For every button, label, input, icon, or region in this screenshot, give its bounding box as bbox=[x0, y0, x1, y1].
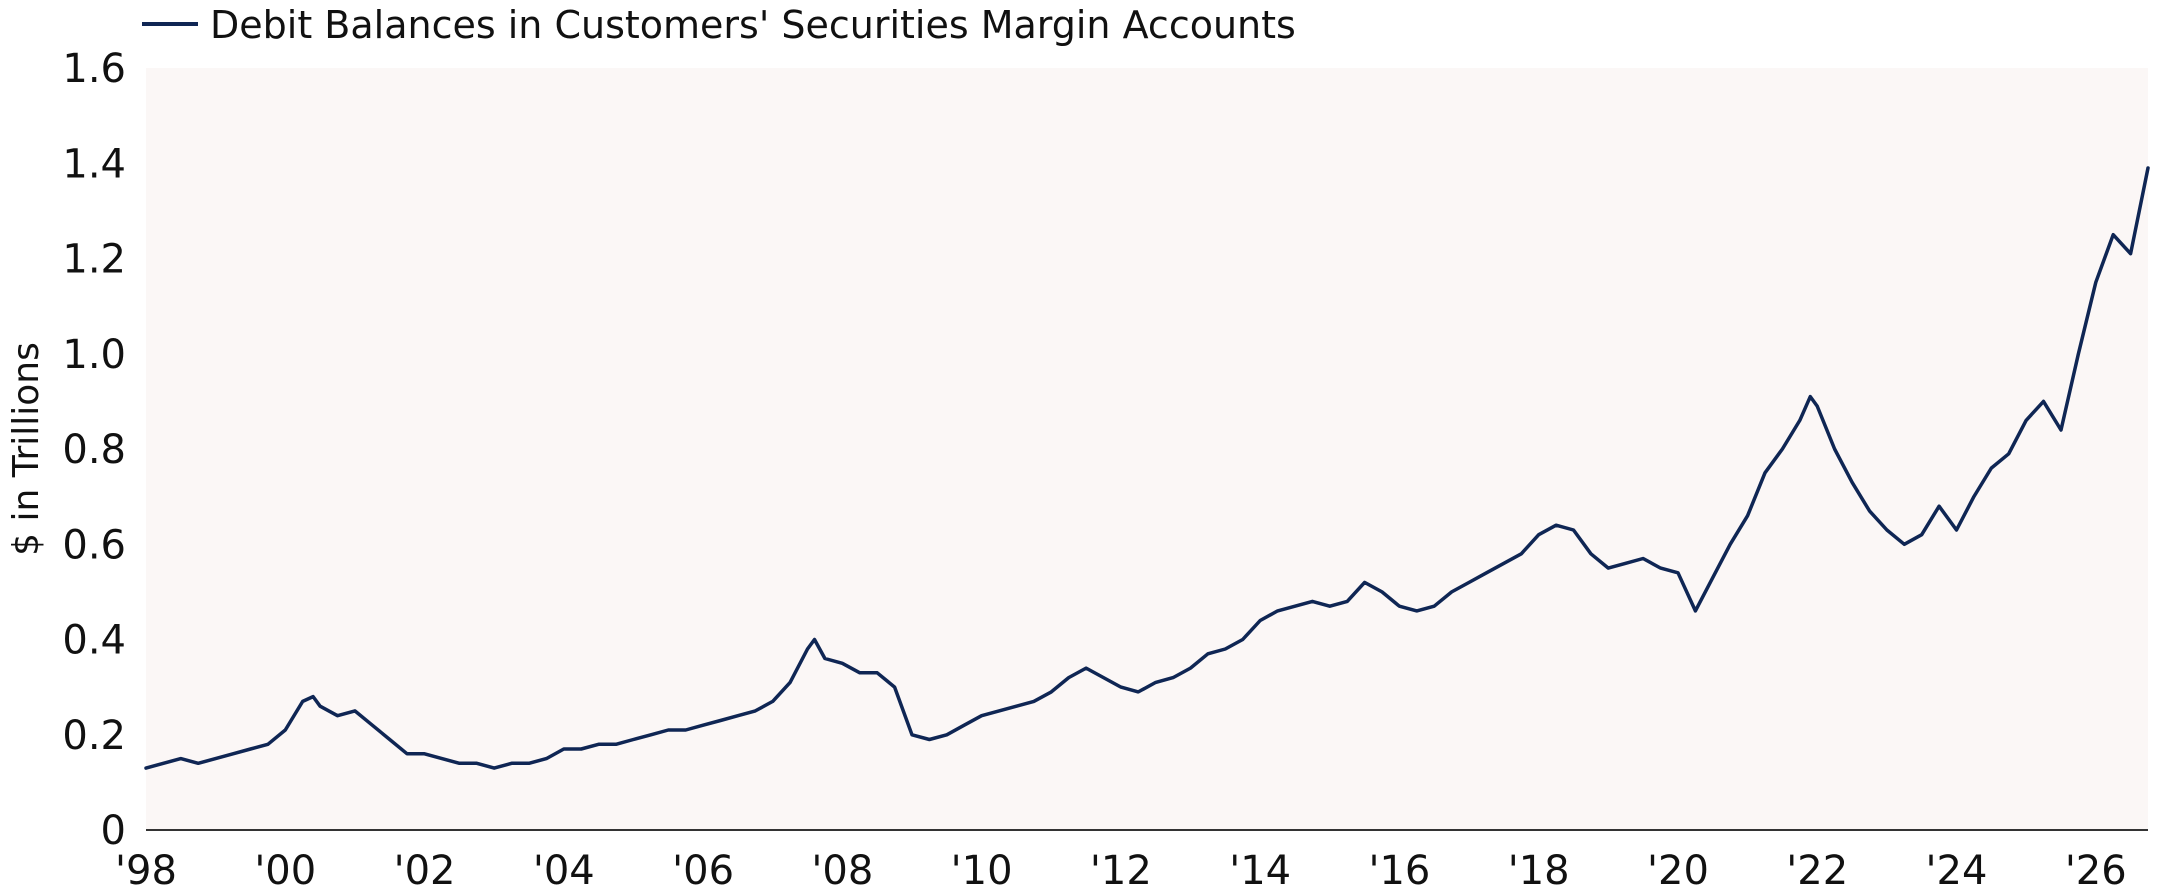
x-tick-label: '24 bbox=[1926, 848, 1988, 894]
legend-label: Debit Balances in Customers' Securities … bbox=[210, 3, 1296, 47]
y-tick-label: 0.8 bbox=[62, 427, 126, 473]
series-line bbox=[144, 166, 2150, 770]
y-tick-label: 1.4 bbox=[62, 141, 126, 187]
y-tick-label: 1.2 bbox=[62, 237, 126, 283]
x-tick-label: '08 bbox=[811, 848, 873, 894]
y-tick-label: 0.4 bbox=[62, 618, 126, 664]
y-tick-labels: 0 0.2 0.4 0.6 0.8 1.0 1.2 1.4 1.6 bbox=[62, 46, 126, 854]
x-tick-label: '16 bbox=[1368, 848, 1430, 894]
y-tick-label: 0.2 bbox=[62, 713, 126, 759]
x-tick-label: '12 bbox=[1090, 848, 1152, 894]
series-lines bbox=[144, 166, 2150, 770]
y-axis-title: $ in Trillions bbox=[6, 342, 47, 556]
x-tick-label: '04 bbox=[533, 848, 595, 894]
x-tick-label: '06 bbox=[672, 848, 734, 894]
y-tick-label: 1.0 bbox=[62, 332, 126, 378]
x-tick-label: '14 bbox=[1229, 848, 1291, 894]
x-tick-labels: '98 '00 '02 '04 '06 '08 '10 '12 '14 '16 '18 '20 '22 '… bbox=[115, 848, 2127, 894]
x-tick-label: '98 bbox=[115, 848, 177, 894]
plot-background bbox=[146, 68, 2148, 830]
legend: Debit Balances in Customers' Securities … bbox=[142, 3, 1296, 47]
x-tick-label: '10 bbox=[951, 848, 1013, 894]
x-tick-label: '18 bbox=[1508, 848, 1570, 894]
y-tick-label: 0.6 bbox=[62, 522, 126, 568]
x-tick-label: '20 bbox=[1647, 848, 1709, 894]
x-tick-label: '26 bbox=[2065, 848, 2127, 894]
x-tick-label: '02 bbox=[394, 848, 456, 894]
x-tick-label: '22 bbox=[1786, 848, 1848, 894]
x-tick-label: '00 bbox=[254, 848, 316, 894]
y-tick-label: 1.6 bbox=[62, 46, 126, 92]
y-tick-label: 0 bbox=[101, 808, 126, 854]
